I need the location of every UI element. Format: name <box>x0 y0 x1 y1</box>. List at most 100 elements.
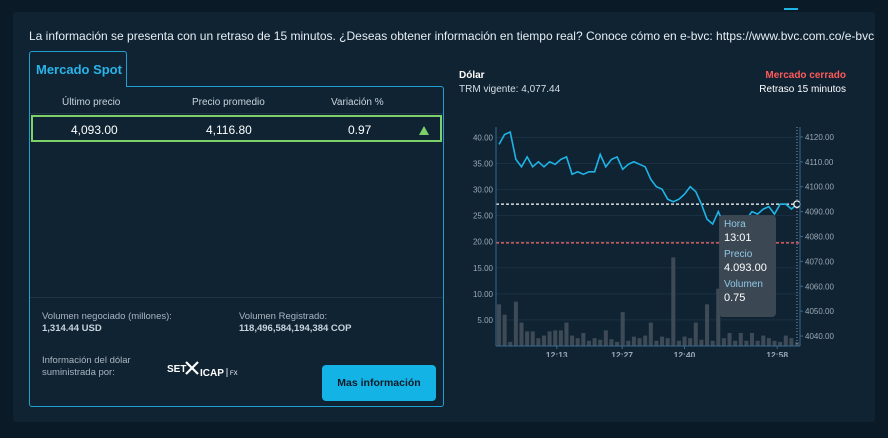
logo-text-set: SET <box>167 364 186 375</box>
volume-bar <box>525 331 530 346</box>
volume-bar <box>772 340 777 346</box>
volume-bar <box>693 322 698 346</box>
volume-bar <box>586 340 591 346</box>
volume-negotiated-label: Volumen negociado (millones): <box>42 311 172 322</box>
market-panel: La información se presenta con un retras… <box>13 12 875 422</box>
tooltip-volumen-label: Volumen <box>724 279 763 290</box>
volume-bar <box>570 335 575 346</box>
meta-divider <box>30 297 443 298</box>
info-provider-label-1: Información del dólar <box>42 355 131 366</box>
price-tick-label: 4120.00 <box>805 133 834 142</box>
more-info-button[interactable]: Mas información <box>322 365 436 401</box>
header-avg-price: Precio promedio <box>192 97 265 108</box>
market-status-badge: Mercado cerrado <box>765 70 846 81</box>
volume-bar <box>660 336 665 346</box>
time-tick-label: 12:27 <box>611 350 633 357</box>
volume-bar <box>699 339 704 346</box>
header-last-price: Último precio <box>62 97 121 108</box>
tab-label: Mercado Spot <box>36 62 122 77</box>
volume-bar <box>716 288 721 346</box>
volume-registered-value: 118,496,584,194,384 COP <box>239 323 352 334</box>
price-tick-label: 4050.00 <box>805 307 834 316</box>
price-line <box>498 130 798 228</box>
volume-tick-label: 20.00 <box>473 238 494 247</box>
volume-bar <box>496 304 502 346</box>
volume-bar <box>508 341 513 346</box>
time-tick-label: 12:40 <box>674 350 696 357</box>
time-tick-label: 12:58 <box>766 350 788 357</box>
volume-bar <box>727 332 732 346</box>
price-tick-label: 4040.00 <box>805 332 834 341</box>
volume-bar <box>761 335 766 346</box>
tooltip-volumen-value: 0.75 <box>724 292 746 304</box>
volume-bar <box>581 332 586 346</box>
volume-bar <box>575 338 580 346</box>
volume-bar <box>626 340 631 346</box>
volume-bar <box>519 322 524 346</box>
chart-tooltip: Hora 13:01 Precio 4.093.00 Volumen 0.75 <box>719 215 776 317</box>
volume-negotiated-value: 1,314.44 USD <box>42 323 102 334</box>
trm-value: TRM vigente: 4,077.44 <box>459 84 561 95</box>
tooltip-precio-value: 4.093.00 <box>724 262 767 274</box>
volume-bar <box>513 301 518 346</box>
volume-bar <box>637 338 642 346</box>
price-tick-label: 4080.00 <box>805 233 834 242</box>
header-variation: Variación % <box>331 97 384 108</box>
volume-tick-label: 40.00 <box>473 133 494 142</box>
dollar-price-chart[interactable]: 5.00 10.00 15.00 20.00 25.00 30.00 35.00 40.00 4… <box>462 112 852 357</box>
volume-bar <box>766 338 771 346</box>
header-divider <box>30 113 443 114</box>
volume-bar <box>671 257 676 346</box>
volume-bar <box>665 338 670 346</box>
table-row[interactable]: 4,093.00 4,116.80 0.97 <box>31 115 442 142</box>
tooltip-precio-label: Precio <box>724 249 753 260</box>
volume-bar <box>592 338 597 346</box>
volume-bar <box>541 335 547 346</box>
hover-point <box>793 200 801 208</box>
volume-tick-label: 25.00 <box>473 212 494 221</box>
price-tick-label: 4100.00 <box>805 183 834 192</box>
time-tick-label: 12:13 <box>546 350 568 357</box>
price-tick-label: 4060.00 <box>805 282 834 291</box>
volume-bar <box>789 338 794 346</box>
volume-tick-label: 35.00 <box>473 160 494 169</box>
logo-text-icap: ICAP <box>200 368 224 379</box>
volume-bar <box>654 340 659 346</box>
delay-label: Retraso 15 minutos <box>759 84 846 95</box>
volume-bar <box>553 330 558 346</box>
volume-bar <box>705 304 710 346</box>
volume-bar <box>749 332 755 346</box>
volume-bar <box>710 340 715 346</box>
price-tick-label: 4110.00 <box>805 158 834 167</box>
volume-bar <box>502 314 507 346</box>
price-tick-label: 4090.00 <box>805 208 834 217</box>
volume-tick-label: 30.00 <box>473 186 494 195</box>
volume-bar <box>755 340 760 346</box>
price-tick-label: 4070.00 <box>805 257 834 266</box>
info-provider-label-2: suministrada por: <box>42 367 115 378</box>
cell-last-price: 4,093.00 <box>71 123 118 137</box>
volume-bar <box>615 341 620 346</box>
volume-registered-label: Volumen Registrado: <box>239 311 328 322</box>
volume-bar <box>794 342 800 346</box>
cell-avg-price: 4,116.80 <box>206 123 252 137</box>
volume-bar <box>643 335 648 346</box>
spot-table-box: Último precio Precio promedio Variación … <box>29 86 444 407</box>
top-accent-bar <box>784 8 798 10</box>
volume-bar <box>744 340 749 346</box>
volume-bar <box>682 336 687 346</box>
volume-tick-label: 10.00 <box>473 290 494 299</box>
volume-tick-label: 15.00 <box>473 264 494 273</box>
volume-bar <box>547 331 552 346</box>
tab-mercado-spot[interactable]: Mercado Spot <box>29 51 127 87</box>
volume-bar <box>733 340 738 346</box>
volume-bar <box>598 339 603 346</box>
volume-bar <box>631 336 636 346</box>
volume-bar <box>721 338 726 346</box>
volume-bar <box>783 335 788 346</box>
volume-bar <box>620 312 625 346</box>
volume-tick-label: 5.00 <box>477 316 493 325</box>
volume-bar <box>558 330 563 346</box>
tooltip-hora-label: Hora <box>724 219 746 230</box>
volume-bar <box>688 338 693 346</box>
